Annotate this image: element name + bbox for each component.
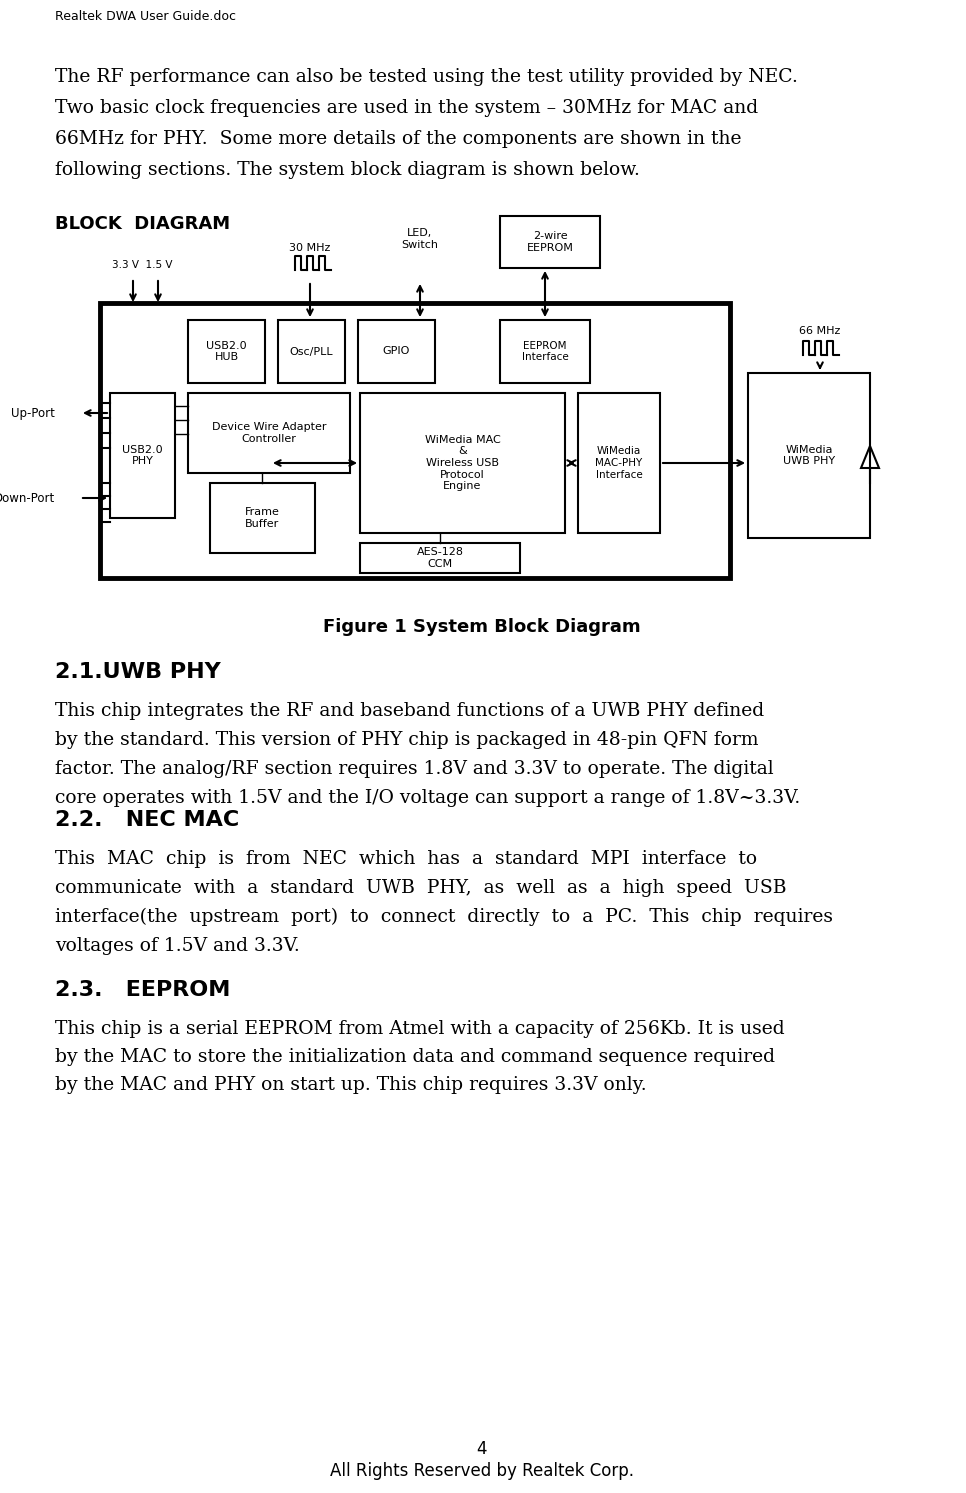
Text: factor. The analog/RF section requires 1.8V and 3.3V to operate. The digital: factor. The analog/RF section requires 1… [55,760,774,778]
Text: GPIO: GPIO [383,346,411,357]
Text: Device Wire Adapter
Controller: Device Wire Adapter Controller [212,423,327,443]
Text: AES-128
CCM: AES-128 CCM [416,548,464,569]
Text: by the MAC and PHY on start up. This chip requires 3.3V only.: by the MAC and PHY on start up. This chi… [55,1076,646,1094]
Bar [278,320,345,384]
Text: 66MHz for PHY.  Some more details of the components are shown in the: 66MHz for PHY. Some more details of the … [55,130,742,148]
Text: by the MAC to store the initialization data and command sequence required: by the MAC to store the initialization d… [55,1048,775,1066]
Text: EEPROM
Interface: EEPROM Interface [522,340,568,363]
Bar [360,543,520,573]
Text: USB2.0
HUB: USB2.0 HUB [206,340,246,363]
Text: USB2.0
PHY: USB2.0 PHY [122,445,163,466]
Text: This chip is a serial EEPROM from Atmel with a capacity of 256Kb. It is used: This chip is a serial EEPROM from Atmel … [55,1020,784,1038]
Text: LED,
Switch: LED, Switch [402,228,439,249]
Text: 30 MHz: 30 MHz [289,243,330,252]
Bar [748,373,870,537]
Text: Realtek DWA User Guide.doc: Realtek DWA User Guide.doc [55,10,236,22]
Bar [188,393,350,473]
Text: WiMedia
UWB PHY: WiMedia UWB PHY [782,445,835,466]
Bar [578,393,660,533]
Bar [110,393,175,518]
Text: by the standard. This version of PHY chip is packaged in 48-pin QFN form: by the standard. This version of PHY chi… [55,732,758,749]
Text: 2.1.UWB PHY: 2.1.UWB PHY [55,661,221,682]
Text: 3.3 V  1.5 V: 3.3 V 1.5 V [112,260,172,270]
Text: core operates with 1.5V and the I/O voltage can support a range of 1.8V~3.3V.: core operates with 1.5V and the I/O volt… [55,788,800,808]
Bar [210,484,315,552]
Text: interface(the  upstream  port)  to  connect  directly  to  a  PC.  This  chip  r: interface(the upstream port) to connect … [55,908,833,926]
Bar [360,393,565,533]
Text: Up-Port: Up-Port [12,406,55,420]
Text: WiMedia MAC
&
Wireless USB
Protocol
Engine: WiMedia MAC & Wireless USB Protocol Engi… [425,434,500,491]
Text: The RF performance can also be tested using the test utility provided by NEC.: The RF performance can also be tested us… [55,69,798,87]
Text: Figure 1 System Block Diagram: Figure 1 System Block Diagram [323,618,640,636]
Text: All Rights Reserved by Realtek Corp.: All Rights Reserved by Realtek Corp. [329,1462,634,1480]
Bar [358,320,435,384]
Text: This  MAC  chip  is  from  NEC  which  has  a  standard  MPI  interface  to: This MAC chip is from NEC which has a st… [55,850,757,867]
Text: Frame
Buffer: Frame Buffer [245,508,280,529]
Text: 4: 4 [476,1441,487,1459]
Text: This chip integrates the RF and baseband functions of a UWB PHY defined: This chip integrates the RF and baseband… [55,702,764,720]
Text: Down-Port: Down-Port [0,491,55,505]
Bar [500,320,590,384]
Text: BLOCK  DIAGRAM: BLOCK DIAGRAM [55,215,230,233]
Bar [500,216,600,269]
Text: 2-wire
EEPROM: 2-wire EEPROM [526,231,574,252]
Bar [188,320,265,384]
Text: Two basic clock frequencies are used in the system – 30MHz for MAC and: Two basic clock frequencies are used in … [55,99,758,116]
Text: WiMedia
MAC-PHY
Interface: WiMedia MAC-PHY Interface [595,446,642,479]
Text: Osc/PLL: Osc/PLL [290,346,333,357]
Text: 66 MHz: 66 MHz [799,325,840,336]
Text: voltages of 1.5V and 3.3V.: voltages of 1.5V and 3.3V. [55,938,299,956]
Text: communicate  with  a  standard  UWB  PHY,  as  well  as  a  high  speed  USB: communicate with a standard UWB PHY, as … [55,879,786,897]
Text: following sections. The system block diagram is shown below.: following sections. The system block dia… [55,161,639,179]
Text: 2.2.   NEC MAC: 2.2. NEC MAC [55,811,240,830]
Text: 2.3.   EEPROM: 2.3. EEPROM [55,979,230,1000]
Bar [100,303,730,578]
